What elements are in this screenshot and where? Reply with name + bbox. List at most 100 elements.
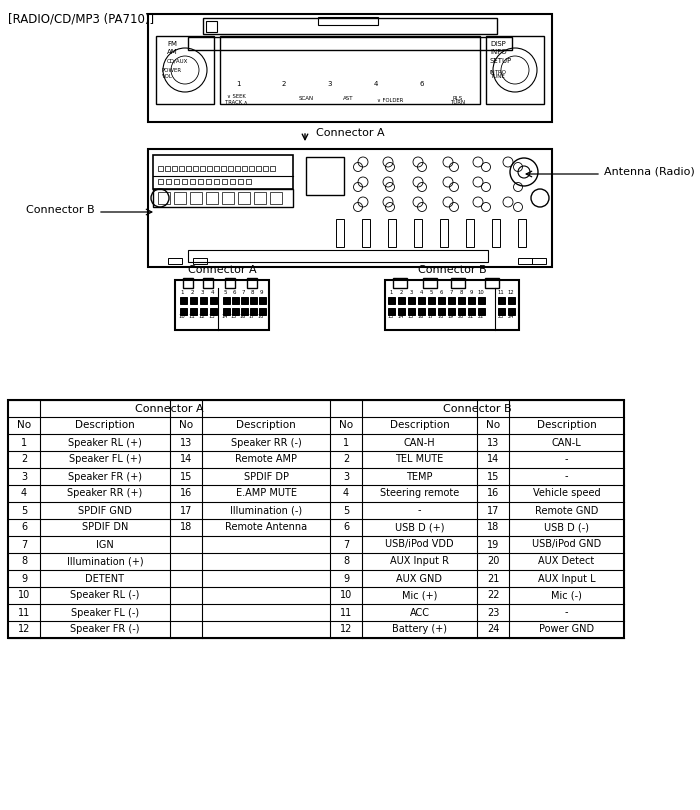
Bar: [263, 166, 268, 171]
Text: 21: 21: [468, 314, 474, 319]
Text: 7: 7: [449, 289, 453, 295]
Bar: [180, 297, 187, 304]
Text: RLS: RLS: [453, 96, 463, 100]
Text: 15: 15: [180, 471, 193, 481]
Text: AM: AM: [167, 49, 178, 55]
Bar: [153, 189, 293, 207]
Text: -: -: [565, 608, 568, 617]
Bar: [485, 278, 499, 288]
Bar: [222, 192, 234, 204]
Bar: [440, 219, 448, 247]
Bar: [270, 192, 282, 204]
Text: Steering remote: Steering remote: [380, 488, 459, 498]
Bar: [198, 179, 203, 184]
Text: CAN-L: CAN-L: [552, 437, 582, 447]
Text: Description: Description: [390, 420, 449, 430]
Bar: [158, 166, 163, 171]
Text: 23: 23: [486, 608, 499, 617]
Bar: [468, 297, 475, 304]
Text: 4: 4: [343, 488, 349, 498]
Bar: [451, 278, 465, 288]
Bar: [408, 297, 415, 304]
Text: 17: 17: [249, 314, 255, 319]
Text: No: No: [339, 420, 353, 430]
Text: AUX GND: AUX GND: [396, 573, 442, 583]
Bar: [207, 166, 212, 171]
Bar: [250, 297, 257, 304]
Bar: [418, 297, 425, 304]
Bar: [165, 166, 170, 171]
Text: SETUP: SETUP: [490, 58, 512, 64]
Bar: [182, 179, 187, 184]
Bar: [438, 308, 445, 315]
Text: 14: 14: [487, 454, 499, 464]
Bar: [214, 179, 219, 184]
Text: Description: Description: [75, 420, 135, 430]
Text: No: No: [179, 420, 193, 430]
Text: ∨ FOLDER: ∨ FOLDER: [377, 97, 403, 103]
Text: Power GND: Power GND: [539, 625, 594, 634]
Text: 7: 7: [21, 539, 27, 549]
Text: Connector B: Connector B: [418, 265, 486, 275]
Text: 9: 9: [343, 573, 349, 583]
Text: Description: Description: [236, 420, 296, 430]
Text: Connector A: Connector A: [316, 128, 384, 138]
Bar: [183, 278, 193, 288]
Bar: [188, 250, 488, 262]
Bar: [428, 308, 435, 315]
Bar: [249, 166, 254, 171]
Text: VOL: VOL: [162, 74, 173, 79]
Text: 5: 5: [429, 289, 433, 295]
Bar: [156, 36, 214, 104]
Text: 1: 1: [343, 437, 349, 447]
Text: 8: 8: [459, 289, 463, 295]
Text: AUX Detect: AUX Detect: [538, 556, 594, 566]
Text: 11: 11: [188, 314, 195, 319]
Bar: [478, 297, 485, 304]
Bar: [222, 179, 227, 184]
Text: FM: FM: [167, 41, 177, 47]
Text: 4: 4: [210, 289, 214, 295]
Text: DISP: DISP: [490, 41, 505, 47]
Bar: [206, 192, 218, 204]
Text: 5: 5: [223, 289, 227, 295]
Text: 6: 6: [343, 522, 349, 532]
Text: Illumination (+): Illumination (+): [66, 556, 144, 566]
Text: Remote AMP: Remote AMP: [235, 454, 297, 464]
Text: Speaker FR (+): Speaker FR (+): [68, 471, 142, 481]
Bar: [241, 308, 248, 315]
Bar: [468, 308, 475, 315]
Text: -: -: [565, 471, 568, 481]
Text: 1: 1: [21, 437, 27, 447]
Bar: [414, 219, 422, 247]
Text: 21: 21: [486, 573, 499, 583]
Text: 17: 17: [428, 314, 434, 319]
Bar: [518, 258, 532, 264]
Bar: [148, 14, 552, 122]
Bar: [223, 308, 230, 315]
Text: 3: 3: [200, 289, 204, 295]
Text: Description: Description: [537, 420, 596, 430]
Text: Connector A: Connector A: [188, 265, 256, 275]
Bar: [206, 21, 217, 32]
Bar: [486, 36, 544, 104]
Bar: [158, 179, 163, 184]
Bar: [393, 278, 407, 288]
Text: 2: 2: [282, 81, 286, 87]
Bar: [148, 149, 552, 267]
Text: 2: 2: [399, 289, 402, 295]
Text: 6: 6: [232, 289, 236, 295]
Text: CD/AUX: CD/AUX: [167, 58, 188, 63]
Text: 5: 5: [21, 505, 27, 515]
Text: 10: 10: [340, 590, 352, 600]
Text: SPDIF DP: SPDIF DP: [244, 471, 288, 481]
Text: Speaker RR (+): Speaker RR (+): [67, 488, 143, 498]
Text: 24: 24: [486, 625, 499, 634]
Text: 16: 16: [487, 488, 499, 498]
Text: 12: 12: [18, 625, 30, 634]
Text: CAN-H: CAN-H: [404, 437, 435, 447]
Text: TEMP: TEMP: [406, 471, 433, 481]
Text: Battery (+): Battery (+): [392, 625, 447, 634]
Bar: [508, 297, 515, 304]
Text: 12: 12: [199, 314, 205, 319]
